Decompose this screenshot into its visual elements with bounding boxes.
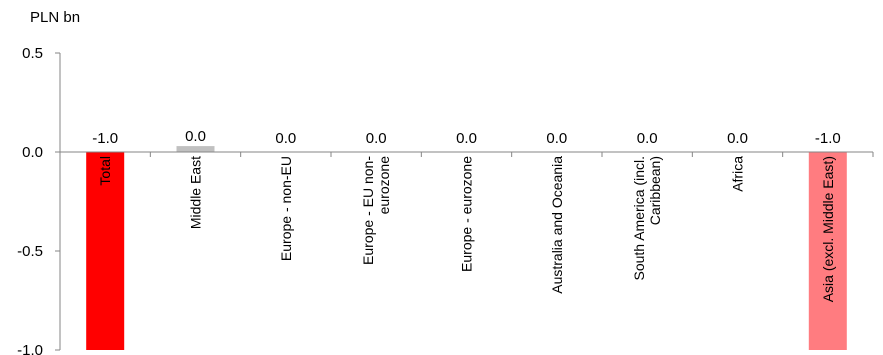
category-label-line: Europe - EU non- xyxy=(360,156,376,265)
data-label: 0.0 xyxy=(637,130,658,147)
category-label: Europe - non-EU xyxy=(278,156,294,261)
data-label: 0.0 xyxy=(185,128,206,145)
unit-label: PLN bn xyxy=(30,9,80,26)
data-label: 0.0 xyxy=(546,130,567,147)
category-label: Europe - EU non-eurozone xyxy=(360,156,392,265)
category-label-line: Australia and Oceania xyxy=(549,156,565,294)
category-label: Asia (excl. Middle East) xyxy=(820,156,836,302)
y-tick-label: -1.0 xyxy=(17,342,43,355)
data-label: -1.0 xyxy=(92,130,118,147)
bars xyxy=(86,146,847,350)
category-label: South America (incl.Caribbean) xyxy=(631,156,663,281)
category-label-line: South America (incl. xyxy=(631,156,647,281)
category-label-line: Caribbean) xyxy=(647,156,663,225)
category-label-line: Asia (excl. Middle East) xyxy=(820,156,836,302)
data-labels: -1.0 0.0 0.0 0.0 0.0 0.0 0.0 0.0 -1.0 xyxy=(92,128,841,147)
category-label-line: Middle East xyxy=(188,156,204,229)
data-label: 0.0 xyxy=(366,130,387,147)
data-label: 0.0 xyxy=(456,130,477,147)
category-labels: Total Middle East Europe - non-EU Europe - … xyxy=(97,156,836,303)
category-label-line: Africa xyxy=(730,156,746,192)
data-label: 0.0 xyxy=(727,130,748,147)
y-tick-label: 0.5 xyxy=(22,45,43,62)
bar xyxy=(808,152,847,350)
category-label: Australia and Oceania xyxy=(549,156,565,294)
data-label: -1.0 xyxy=(815,130,841,147)
y-tick-label: 0.0 xyxy=(22,144,43,161)
category-label-line: eurozone xyxy=(376,156,392,215)
category-label: Middle East xyxy=(188,156,204,229)
category-label-line: Total xyxy=(97,156,113,186)
category-label: Total xyxy=(97,156,113,186)
data-label: 0.0 xyxy=(275,130,296,147)
axes xyxy=(55,52,874,351)
y-tick-label: -0.5 xyxy=(17,243,43,260)
category-label: Africa xyxy=(730,156,746,192)
bar xyxy=(86,152,125,350)
category-label: Europe - eurozone xyxy=(459,156,475,272)
y-tick-labels: 0.5 0.0 -0.5 -1.0 xyxy=(17,45,43,355)
bar xyxy=(176,146,215,152)
category-label-line: Europe - eurozone xyxy=(459,156,475,272)
category-label-line: Europe - non-EU xyxy=(278,156,294,261)
